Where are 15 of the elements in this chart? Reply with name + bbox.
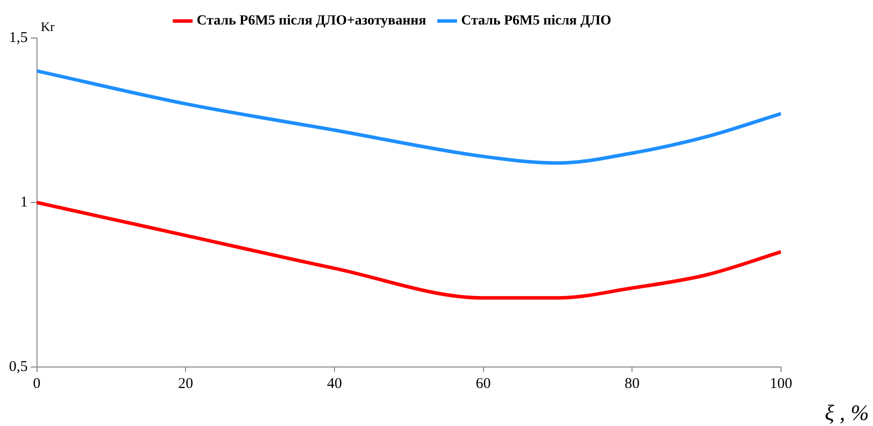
- x-axis-title: ξ , %: [824, 400, 869, 425]
- x-tick-label: 20: [178, 376, 194, 392]
- y-axis-title: Kr: [40, 18, 56, 34]
- x-tick-label: 100: [770, 376, 792, 392]
- x-tick-label: 80: [624, 376, 640, 392]
- line-series: [36, 200, 781, 300]
- legend-label: Сталь Р6М5 після ДЛО+азотування: [196, 14, 427, 29]
- x-tick-label: 60: [476, 376, 491, 392]
- y-tick-label: 1: [20, 194, 28, 210]
- x-tick-label: 40: [326, 376, 342, 392]
- x-tick-label: 0: [33, 376, 40, 392]
- y-tick-label: 1,5: [9, 30, 28, 46]
- legend-label: Сталь Р6М5 після ДЛО: [461, 14, 612, 29]
- y-tick-label: 0,5: [9, 358, 28, 375]
- line-series: [36, 69, 781, 165]
